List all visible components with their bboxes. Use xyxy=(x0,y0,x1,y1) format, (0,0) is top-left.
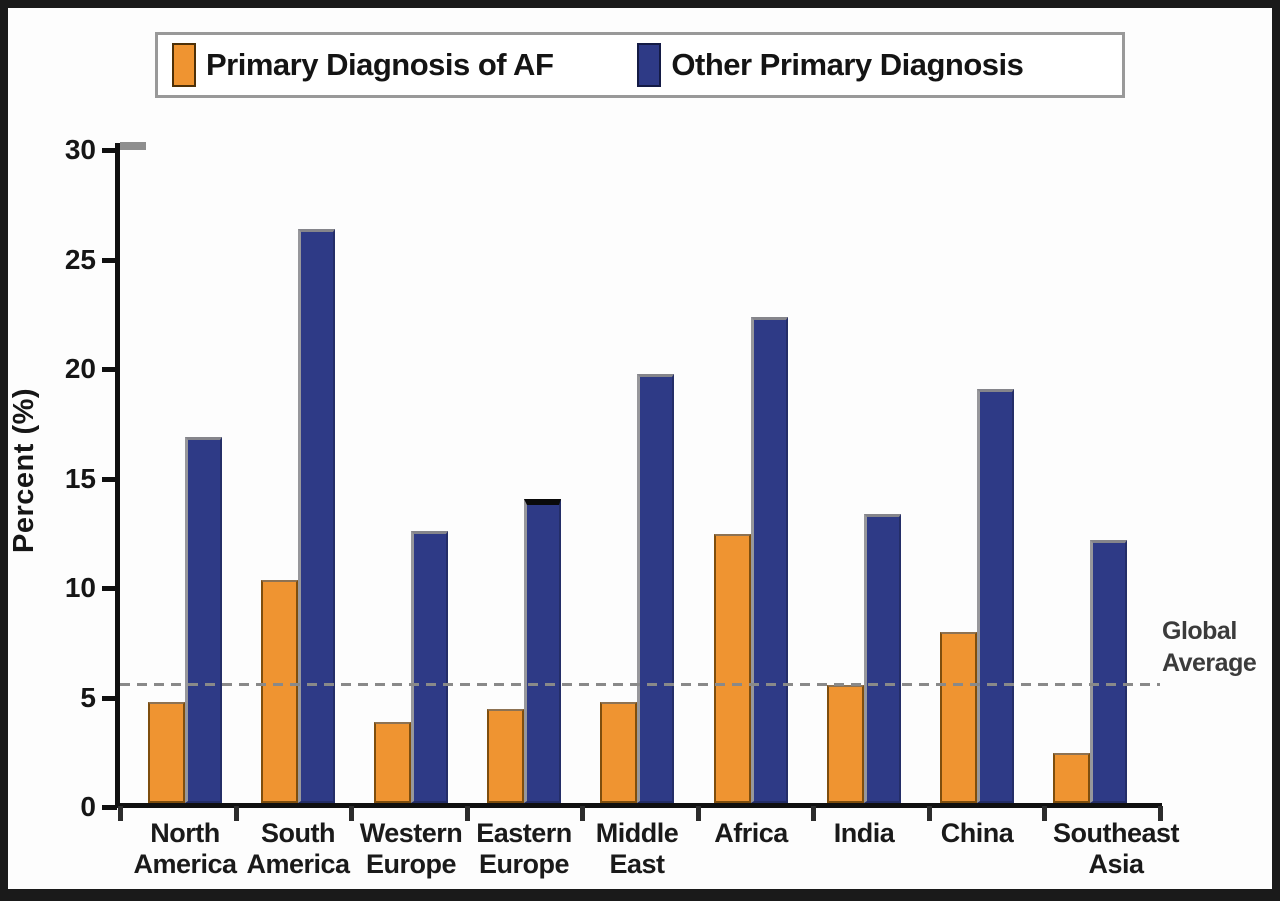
y-tick xyxy=(102,257,117,263)
legend-item-other-diagnosis: Other Primary Diagnosis xyxy=(637,43,1024,87)
bar-primary-af xyxy=(600,702,637,803)
y-tick-label: 5 xyxy=(80,681,96,713)
bar-other-diagnosis xyxy=(185,437,222,803)
x-tick xyxy=(1042,806,1047,821)
bar-primary-af xyxy=(827,685,864,803)
x-axis-label: North America xyxy=(133,818,237,879)
bar-other-diagnosis xyxy=(524,499,561,803)
bar-primary-af xyxy=(940,632,977,803)
bar-other-diagnosis xyxy=(977,389,1014,803)
x-tick xyxy=(580,806,585,821)
y-tick-label: 20 xyxy=(64,353,96,384)
y-tick-label: 15 xyxy=(64,462,96,494)
legend: Primary Diagnosis of AF Other Primary Di… xyxy=(155,32,1125,98)
y-tick-label: 10 xyxy=(64,572,96,603)
y-tick xyxy=(102,476,117,482)
x-axis-label: Western Europe xyxy=(359,818,463,879)
y-tick xyxy=(102,367,117,372)
bar-other-diagnosis xyxy=(411,531,448,803)
x-tick xyxy=(927,806,932,821)
legend-label-primary-af: Primary Diagnosis of AF xyxy=(206,47,554,82)
x-axis-label: South America xyxy=(246,818,350,879)
x-axis-label: India xyxy=(833,818,895,848)
primary-af-swatch xyxy=(172,43,196,87)
bar-primary-af xyxy=(374,722,411,803)
y-tick xyxy=(102,805,117,810)
y-tick xyxy=(102,695,117,701)
global-average-label: Global Average xyxy=(1162,617,1257,677)
x-axis-line xyxy=(115,803,1162,808)
y-tick-label: 0 xyxy=(80,791,96,822)
y-axis-line xyxy=(115,143,120,808)
x-tick xyxy=(1158,806,1163,821)
global-average-line xyxy=(120,683,1160,686)
y-tick xyxy=(102,148,117,153)
bar-primary-af xyxy=(1053,753,1090,803)
x-tick xyxy=(696,806,701,821)
x-tick xyxy=(349,806,354,821)
bar-primary-af xyxy=(148,702,185,803)
y-tick-label: 30 xyxy=(64,134,96,165)
x-axis-label: Eastern Europe xyxy=(476,818,572,879)
x-axis-label: Southeast Asia xyxy=(1052,818,1180,879)
y-tick xyxy=(102,586,117,591)
x-axis-label: Middle East xyxy=(595,818,679,879)
bar-other-diagnosis xyxy=(637,374,674,803)
other-diagnosis-swatch xyxy=(637,43,662,87)
legend-label-other-diagnosis: Other Primary Diagnosis xyxy=(671,47,1024,82)
x-axis-label: China xyxy=(940,818,1014,848)
y-tick-label: 25 xyxy=(64,243,96,275)
x-tick xyxy=(465,806,470,821)
x-tick xyxy=(811,806,816,821)
bar-primary-af xyxy=(487,709,524,803)
x-axis-label: Africa xyxy=(714,818,788,848)
bar-other-diagnosis xyxy=(1090,540,1127,803)
x-tick xyxy=(234,806,239,821)
bar-other-diagnosis xyxy=(298,229,335,803)
bar-other-diagnosis xyxy=(751,317,788,803)
legend-item-primary-af: Primary Diagnosis of AF xyxy=(172,43,554,87)
bar-other-diagnosis xyxy=(864,514,901,803)
bar-primary-af xyxy=(261,580,298,803)
y-axis-top-cap xyxy=(120,142,146,150)
bar-primary-af xyxy=(714,534,751,803)
x-tick xyxy=(118,806,123,821)
